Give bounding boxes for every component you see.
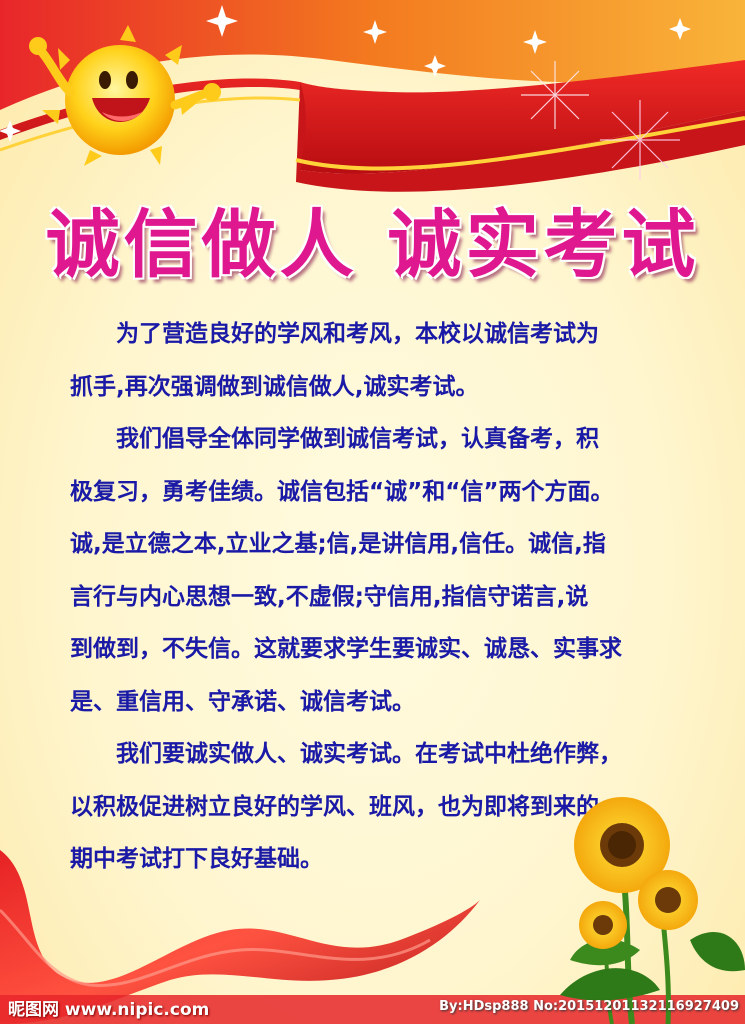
watermark-id: By:HDsp888 No:20151201132116927409 xyxy=(439,999,739,1014)
text-line: 是、重信用、守承诺、诚信考试。 xyxy=(70,688,415,715)
top-banner xyxy=(0,0,745,192)
paragraph: 我们倡导全体同学做到诚信考试，认真备考，积 极复习，勇考佳绩。诚信包括“诚”和“… xyxy=(70,413,695,728)
paragraph: 我们要诚实做人、诚实考试。在考试中杜绝作弊， 以积极促进树立良好的学风、班风，也… xyxy=(70,728,695,886)
text-line: 以积极促进树立良好的学风、班风，也为即将到来的 xyxy=(70,793,599,820)
text-line: 极复习，勇考佳绩。诚信包括“诚”和“信”两个方面。 xyxy=(70,478,614,505)
text-line: 到做到，不失信。这就要求学生要诚实、诚恳、实事求 xyxy=(70,636,622,662)
paragraph: 为了营造良好的学风和考风，本校以诚信考试为 抓手,再次强调做到诚信做人,诚实考试… xyxy=(70,308,695,413)
watermark-site: 昵图网 www.nipic.com xyxy=(8,1000,210,1020)
poster-title: 诚信做人 诚实考试 xyxy=(45,202,700,288)
text-line: 抓手,再次强调做到诚信做人,诚实考试。 xyxy=(70,373,479,400)
bottom-decoration xyxy=(0,797,745,1024)
firework-icon xyxy=(521,61,680,180)
text-line: 诚,是立德之本,立业之基;信,是讲信用,信任。诚信,指 xyxy=(70,531,606,557)
ribbon-banner xyxy=(0,60,745,174)
silk-ribbon xyxy=(0,850,480,1024)
text-line: 我们倡导全体同学做到诚信考试，认真备考，积 xyxy=(116,426,599,452)
text-line: 为了营造良好的学风和考风，本校以诚信考试为 xyxy=(116,321,599,347)
sun-icon xyxy=(29,25,221,166)
sunflower-icon xyxy=(560,797,745,1024)
poster-body: 为了营造良好的学风和考风，本校以诚信考试为 抓手,再次强调做到诚信做人,诚实考试… xyxy=(70,308,695,886)
text-line: 期中考试打下良好基础。 xyxy=(70,846,323,872)
text-line: 我们要诚实做人、诚实考试。在考试中杜绝作弊， xyxy=(116,741,622,767)
text-line: 言行与内心思想一致,不虚假;守信用,指信守诺言,说 xyxy=(70,583,589,610)
